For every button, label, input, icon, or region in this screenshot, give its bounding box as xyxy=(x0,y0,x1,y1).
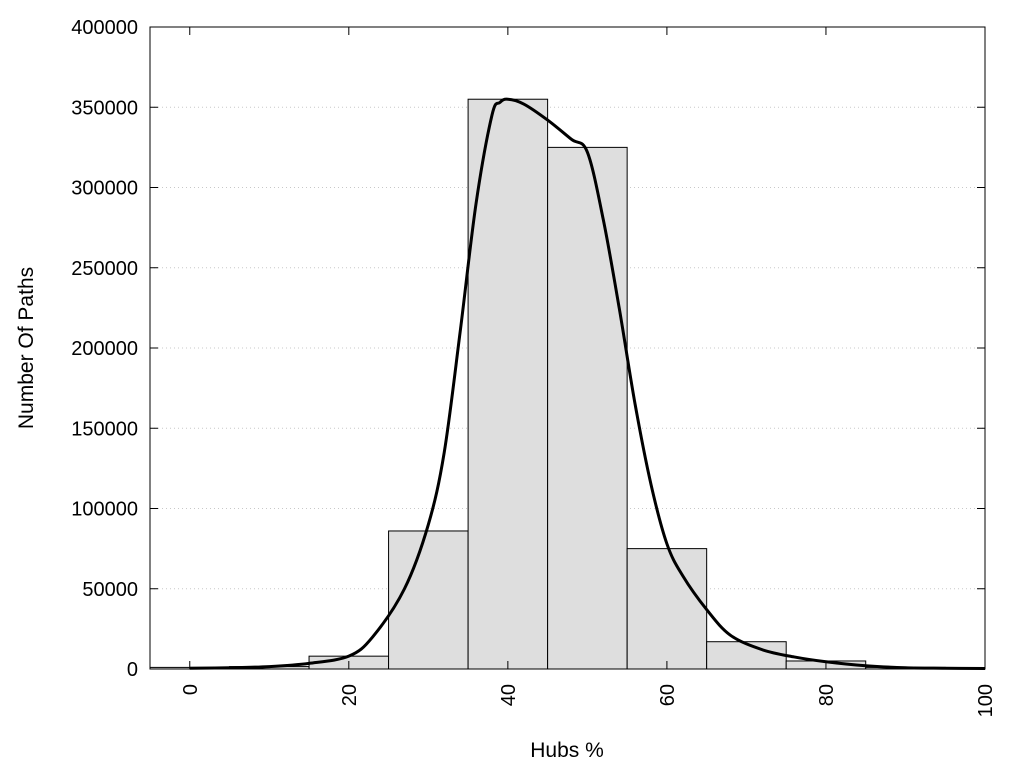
x-axis-label: Hubs % xyxy=(530,739,604,762)
y-tick-label: 250000 xyxy=(71,258,138,280)
y-tick-label: 100000 xyxy=(71,499,138,521)
fit-curve xyxy=(189,97,986,671)
y-tick-label: 0 xyxy=(127,659,138,681)
y-tick-label: 50000 xyxy=(82,579,138,601)
histogram-bar xyxy=(547,146,628,670)
y-tick-label: 150000 xyxy=(71,418,138,440)
x-tick-label: 60 xyxy=(657,684,679,706)
histogram-bar xyxy=(706,641,787,670)
y-axis: 0 50000 100000 150000 200000 250000 300000 3500… xyxy=(71,17,985,681)
x-tick-label: 80 xyxy=(816,684,838,706)
y-tick-label: 400000 xyxy=(71,17,138,39)
x-tick-label: 20 xyxy=(339,684,361,706)
y-tick-label: 300000 xyxy=(71,178,138,200)
x-tick-label: 100 xyxy=(975,684,997,717)
x-axis: 0 20 40 60 80 100 xyxy=(180,27,997,717)
y-tick-label: 200000 xyxy=(71,338,138,360)
bars-layer xyxy=(149,98,946,670)
curve-layer xyxy=(189,97,986,671)
x-tick-label: 0 xyxy=(180,684,202,695)
x-tick-label: 40 xyxy=(498,684,520,706)
y-tick-label: 350000 xyxy=(71,97,138,119)
histogram-bar xyxy=(626,548,708,670)
histogram-bar xyxy=(388,530,469,670)
y-axis-label: Number Of Paths xyxy=(15,267,38,429)
